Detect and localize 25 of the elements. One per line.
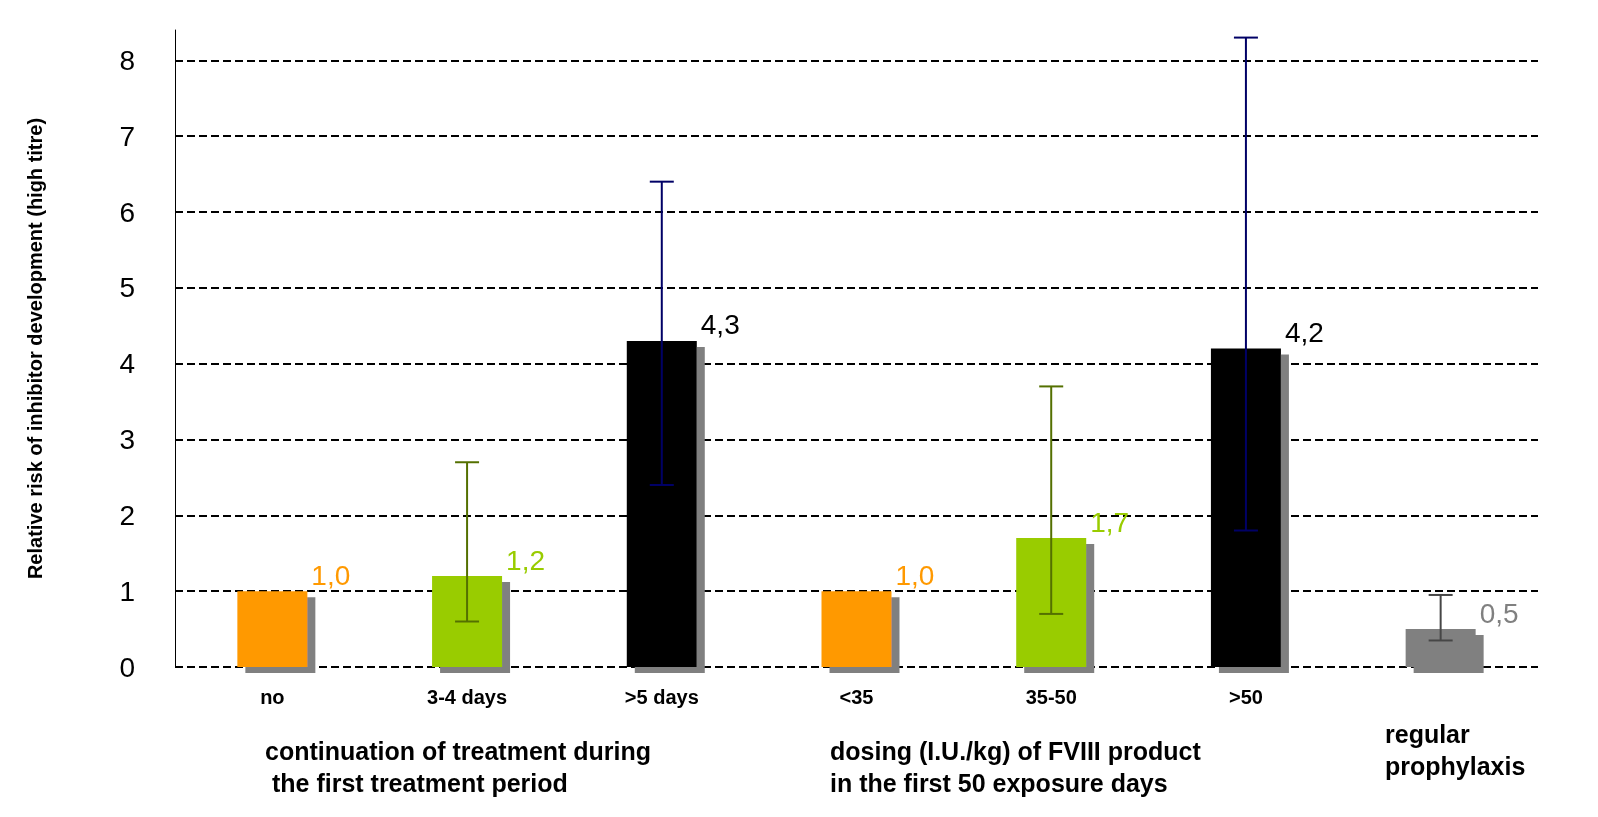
y-tick-label: 7 xyxy=(119,120,135,152)
text: continuation of treatment during the first treatment period xyxy=(265,737,652,797)
x-tick-label: 35-50 xyxy=(1025,686,1077,708)
x-tick-label: <35 xyxy=(839,686,874,708)
x-tick-label: >50 xyxy=(1228,686,1263,708)
data-label: 4,3 xyxy=(700,309,740,341)
y-tick-label: 8 xyxy=(119,44,135,76)
x-tick-label: 3-4 days xyxy=(427,686,508,708)
data-label: 1,2 xyxy=(506,544,546,576)
y-tick-label: 3 xyxy=(119,424,135,455)
y-tick-label: 2 xyxy=(119,499,135,531)
y-tick-label: 5 xyxy=(119,272,135,304)
text: regular prophylaxis xyxy=(1385,720,1526,780)
data-label: 1,0 xyxy=(311,559,351,591)
x-tick-label: >5 days xyxy=(624,686,699,708)
y-tick-label: 4 xyxy=(119,348,135,380)
y-tick-label: 1 xyxy=(119,575,135,607)
data-label: 0,5 xyxy=(1479,597,1519,629)
data-label: 4,2 xyxy=(1284,317,1324,348)
x-tick-label: no xyxy=(260,686,285,708)
text: dosing (I.U./kg) of FVIII product in the first 50 exposure days xyxy=(830,737,1202,797)
y-tick-label: 0 xyxy=(119,651,135,683)
y-tick-label: 6 xyxy=(119,196,135,228)
data-label: 1,0 xyxy=(895,559,935,591)
y-axis-title: Relative risk of inhibitor development (high titre) xyxy=(24,117,46,580)
